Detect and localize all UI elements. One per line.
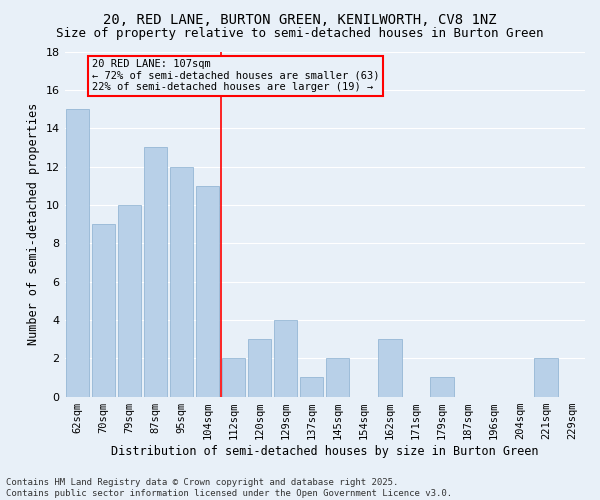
Bar [222, 358, 245, 397]
Bar [248, 339, 271, 396]
Y-axis label: Number of semi-detached properties: Number of semi-detached properties [27, 103, 40, 345]
Bar [92, 224, 115, 396]
Bar [196, 186, 220, 396]
Bar [378, 339, 401, 396]
Bar [274, 320, 298, 396]
Text: 20, RED LANE, BURTON GREEN, KENILWORTH, CV8 1NZ: 20, RED LANE, BURTON GREEN, KENILWORTH, … [103, 12, 497, 26]
Text: 20 RED LANE: 107sqm
← 72% of semi-detached houses are smaller (63)
22% of semi-d: 20 RED LANE: 107sqm ← 72% of semi-detach… [92, 59, 379, 92]
Text: Size of property relative to semi-detached houses in Burton Green: Size of property relative to semi-detach… [56, 28, 544, 40]
X-axis label: Distribution of semi-detached houses by size in Burton Green: Distribution of semi-detached houses by … [111, 444, 539, 458]
Bar [144, 148, 167, 396]
Bar [66, 109, 89, 397]
Bar [118, 205, 142, 396]
Bar [300, 378, 323, 396]
Bar [326, 358, 349, 397]
Text: Contains HM Land Registry data © Crown copyright and database right 2025.
Contai: Contains HM Land Registry data © Crown c… [6, 478, 452, 498]
Bar [534, 358, 557, 397]
Bar [170, 166, 193, 396]
Bar [430, 378, 454, 396]
